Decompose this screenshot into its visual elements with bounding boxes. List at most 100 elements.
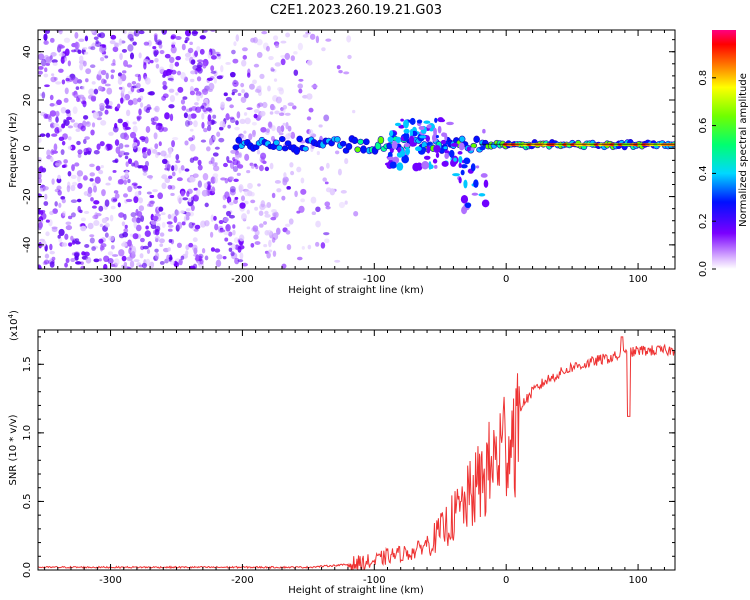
spectrogram-disturbance-blob [475,165,480,169]
spectrogram-noise-blob [147,91,153,96]
spectrogram-noise-blob [58,136,65,142]
spectrogram-noise-blob [175,36,182,40]
spectrogram-noise-blob [210,70,217,74]
spectrogram-noise-blob [67,171,72,177]
spectrogram-ytick-label: 40 [22,45,33,58]
spectrogram-noise-blob [93,219,100,227]
spectrogram-ytick-label: -20 [22,188,33,204]
spectrogram-noise-blob [176,195,184,203]
spectrogram-noise-blob [232,165,239,173]
spectrogram-noise-blob [315,220,321,228]
spectrogram-noise-blob [117,118,123,124]
spectrogram-band-blob [334,136,341,143]
spectrogram-noise-blob [131,182,138,186]
spectrogram-noise-blob [222,204,227,209]
spectrogram-noise-blob [147,241,152,248]
snr-scale-label: (x104) [7,310,20,341]
spectrogram-noise-blob [154,105,160,113]
spectrogram-noise-blob [256,149,261,155]
spectrogram-disturbance-blob [470,163,476,172]
spectrogram-noise-blob [55,81,62,85]
spectrogram-noise-blob [112,46,119,53]
spectrogram-noise-blob [238,185,243,193]
spectrogram-noise-blob [167,185,173,190]
spectrogram-noise-blob [124,170,129,178]
spectrogram-noise-blob [123,59,128,67]
spectrogram-noise-blob [120,97,124,104]
spectrogram-noise-blob [53,143,58,151]
spectrogram-noise-blob [229,116,235,120]
spectrogram-noise-blob [160,212,166,216]
spectrogram-noise-blob [322,177,327,182]
spectrogram-noise-blob [254,206,259,211]
spectrogram-noise-blob [191,30,198,37]
spectrogram-noise-blob [190,204,195,212]
spectrogram-noise-blob [338,70,343,74]
spectrogram-disturbance-blob [389,130,394,137]
spectrogram-disturbance-blob [405,147,411,156]
spectrogram-disturbance-blob [423,155,431,160]
spectrogram-noise-blob [206,125,212,132]
spectrogram-noise-blob [168,104,175,109]
spectrogram-noise-blob [196,94,200,102]
spectrogram-noise-blob [70,184,76,192]
spectrogram-noise-blob [38,157,43,163]
spectrogram-noise-blob [163,70,168,77]
spectrogram-noise-blob [81,85,85,90]
spectrogram-noise-blob [67,215,73,220]
spectrogram-noise-blob [253,234,259,240]
spectrogram-noise-blob [271,237,276,243]
spectrogram-noise-blob [216,254,223,260]
spectrogram-noise-blob [110,263,116,268]
spectrogram-noise-blob [142,147,147,153]
spectrogram-noise-blob [310,196,317,204]
spectrogram-noise-blob [158,66,165,73]
spectrogram-disturbance-blob [395,136,402,144]
spectrogram-noise-blob [223,92,228,97]
spectrogram-disturbance-blob [460,164,468,169]
spectrogram-noise-blob [207,114,212,122]
spectrogram-noise-blob [168,224,174,228]
spectrogram-band-blob [302,145,309,152]
spectrogram-noise-blob [272,212,277,217]
spectrogram-noise-blob [225,61,231,65]
spectrogram-noise-blob [260,200,266,208]
spectrogram-noise-blob [45,62,50,66]
spectrogram-noise-blob [161,174,168,180]
spectrogram-noise-blob [194,224,201,230]
spectrogram-disturbance-blob [400,118,404,122]
spectrogram-noise-blob [122,70,127,74]
spectrogram-noise-blob [197,159,202,166]
spectrogram-noise-blob [239,118,246,125]
spectrogram-noise-blob [94,176,101,184]
spectrogram-disturbance-blob [418,125,425,131]
spectrogram-noise-blob [315,206,321,213]
spectrogram-disturbance-blob [482,128,486,134]
spectrogram-noise-blob [344,158,349,165]
spectrogram-disturbance-blob [423,120,431,124]
spectrogram-noise-blob [44,193,48,200]
spectrogram-noise-blob [307,59,313,66]
spectrogram-noise-blob [151,121,157,125]
spectrogram-noise-blob [180,190,185,197]
colorbar-gradient [712,30,736,269]
spectrogram-noise-blob [38,177,42,184]
spectrogram-noise-blob [62,119,67,125]
spectrogram-noise-blob [73,48,80,53]
spectrogram-noise-blob [79,209,83,214]
spectrogram-noise-blob [113,190,119,194]
spectrogram-noise-blob [93,36,99,40]
spectrogram-noise-blob [90,46,96,51]
spectrogram-noise-blob [139,102,144,108]
spectrogram-noise-blob [288,132,292,137]
spectrogram-noise-blob [194,50,199,58]
spectrogram-noise-blob [185,244,190,251]
spectrogram-noise-blob [110,245,115,250]
spectrogram-noise-blob [325,205,331,210]
spectrogram-noise-blob [334,150,340,155]
spectrogram-noise-blob [130,212,137,218]
spectrogram-noise-blob [43,33,48,41]
spectrogram-noise-blob [39,133,46,137]
spectrogram-noise-blob [274,62,281,67]
spectrogram-noise-blob [222,255,227,260]
